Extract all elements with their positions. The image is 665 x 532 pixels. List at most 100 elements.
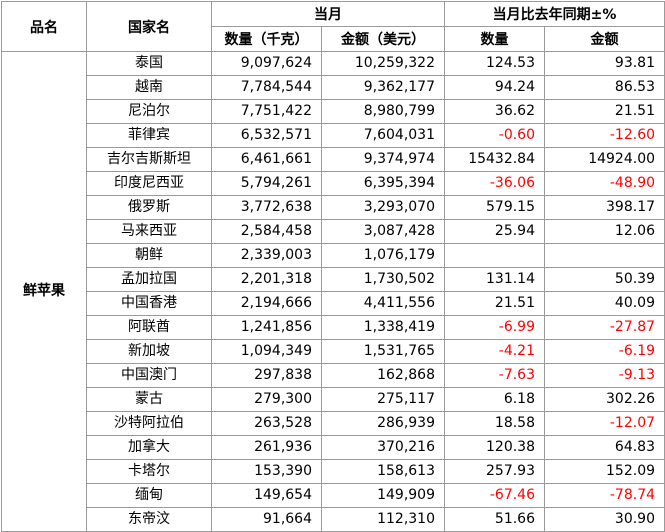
yoy-qty-cell: -7.63 <box>444 363 545 388</box>
qty-cell: 2,194,666 <box>211 291 322 316</box>
amount-cell: 1,338,419 <box>321 315 445 340</box>
table-row: 阿联酋 1,241,856 1,338,419 -6.99 -27.87 <box>2 315 665 340</box>
yoy-amount-cell: -9.13 <box>543 363 665 388</box>
amount-cell: 4,411,556 <box>321 291 445 316</box>
country-cell: 阿联酋 <box>86 315 212 340</box>
qty-cell: 2,201,318 <box>211 267 322 292</box>
table-row: 朝鲜 2,339,003 1,076,179 <box>2 243 665 268</box>
yoy-qty-cell: 124.53 <box>444 51 545 76</box>
amount-cell: 3,293,070 <box>321 195 445 220</box>
table-row: 蒙古 279,300 275,117 6.18 302.26 <box>2 387 665 412</box>
yoy-amount-cell: 30.90 <box>543 507 665 532</box>
yoy-qty-cell: 94.24 <box>444 75 545 100</box>
amount-cell: 370,216 <box>321 435 445 460</box>
table-row: 中国澳门 297,838 162,868 -7.63 -9.13 <box>2 363 665 388</box>
qty-cell: 153,390 <box>211 459 322 484</box>
amount-cell: 1,076,179 <box>321 243 445 268</box>
table-row: 鲜苹果 泰国 9,097,624 10,259,322 124.53 93.81 <box>1 51 665 532</box>
country-cell: 俄罗斯 <box>86 195 212 220</box>
amount-cell: 6,395,394 <box>321 171 445 196</box>
yoy-qty-cell: 21.51 <box>444 291 545 316</box>
amount-cell: 9,362,177 <box>321 75 445 100</box>
amount-cell: 9,374,974 <box>321 147 445 172</box>
amount-cell: 162,868 <box>321 363 445 388</box>
amount-cell: 149,909 <box>321 483 445 508</box>
country-cell: 蒙古 <box>86 387 212 412</box>
table-row: 缅甸 149,654 149,909 -67.46 -78.74 <box>2 483 665 508</box>
qty-cell: 261,936 <box>211 435 322 460</box>
qty-cell: 5,794,261 <box>211 171 322 196</box>
qty-cell: 1,241,856 <box>211 315 322 340</box>
qty-cell: 279,300 <box>211 387 322 412</box>
table-row: 卡塔尔 153,390 158,613 257.93 152.09 <box>2 459 665 484</box>
yoy-amount-cell: 21.51 <box>543 99 665 124</box>
country-cell: 中国澳门 <box>86 363 212 388</box>
category-cell: 鲜苹果 <box>1 51 87 532</box>
yoy-qty-cell: 579.15 <box>444 195 545 220</box>
yoy-amount-cell: 86.53 <box>543 75 665 100</box>
amount-cell: 10,259,322 <box>321 51 445 76</box>
table-row: 中国香港 2,194,666 4,411,556 21.51 40.09 <box>2 291 665 316</box>
table-row: 沙特阿拉伯 263,528 286,939 18.58 -12.07 <box>2 411 665 436</box>
yoy-amount-cell: -48.90 <box>543 171 665 196</box>
country-cell: 菲律宾 <box>86 123 212 148</box>
yoy-qty-cell: -0.60 <box>444 123 545 148</box>
table-row: 印度尼西亚 5,794,261 6,395,394 -36.06 -48.90 <box>2 171 665 196</box>
yoy-amount-cell: 302.26 <box>543 387 665 412</box>
qty-cell: 7,751,422 <box>211 99 322 124</box>
qty-cell: 1,094,349 <box>211 339 322 364</box>
country-cell: 沙特阿拉伯 <box>86 411 212 436</box>
amount-cell: 1,531,765 <box>321 339 445 364</box>
table-row: 俄罗斯 3,772,638 3,293,070 579.15 398.17 <box>2 195 665 220</box>
table-row: 吉尔吉斯斯坦 6,461,661 9,374,974 15432.84 14924.00 <box>2 147 665 172</box>
yoy-qty-cell <box>444 243 545 268</box>
yoy-amount-cell: 12.06 <box>543 219 665 244</box>
yoy-amount-cell: 398.17 <box>543 195 665 220</box>
yoy-qty-cell: 15432.84 <box>444 147 545 172</box>
header-row-top: 品名 国家名 当月 当月比去年同期±% <box>1 1 665 52</box>
table-body: 鲜苹果 泰国 9,097,624 10,259,322 124.53 93.81 越南 7,7… <box>1 51 665 532</box>
header-yoy-qty: 数量 <box>444 26 545 52</box>
country-cell: 卡塔尔 <box>86 459 212 484</box>
country-cell: 吉尔吉斯斯坦 <box>86 147 212 172</box>
yoy-qty-cell: 131.14 <box>444 267 545 292</box>
qty-cell: 6,532,571 <box>211 123 322 148</box>
header-row-sub: 数量（千克） 金额（美元） 数量 金额 <box>2 26 665 52</box>
yoy-qty-cell: 18.58 <box>444 411 545 436</box>
yoy-qty-cell: -6.99 <box>444 315 545 340</box>
amount-cell: 286,939 <box>321 411 445 436</box>
table-row: 东帝汶 91,664 112,310 51.66 30.90 <box>2 507 665 532</box>
yoy-qty-cell: 6.18 <box>444 387 545 412</box>
qty-cell: 9,097,624 <box>211 51 322 76</box>
header-amount: 金额（美元） <box>321 26 445 52</box>
qty-cell: 91,664 <box>211 507 322 532</box>
country-cell: 新加坡 <box>86 339 212 364</box>
country-cell: 尼泊尔 <box>86 99 212 124</box>
country-cell: 朝鲜 <box>86 243 212 268</box>
header-qty: 数量（千克） <box>211 26 322 52</box>
yoy-qty-cell: 51.66 <box>444 507 545 532</box>
country-cell: 缅甸 <box>86 483 212 508</box>
header-category: 品名 <box>1 1 87 52</box>
yoy-qty-cell: 120.38 <box>444 435 545 460</box>
qty-cell: 7,784,544 <box>211 75 322 100</box>
yoy-amount-cell: 93.81 <box>543 51 665 76</box>
country-cell: 马来西亚 <box>86 219 212 244</box>
yoy-qty-cell: 257.93 <box>444 459 545 484</box>
yoy-qty-cell: -4.21 <box>444 339 545 364</box>
table-row: 孟加拉国 2,201,318 1,730,502 131.14 50.39 <box>2 267 665 292</box>
country-cell: 泰国 <box>86 51 212 76</box>
yoy-amount-cell <box>543 243 665 268</box>
amount-cell: 112,310 <box>321 507 445 532</box>
yoy-qty-cell: 36.62 <box>444 99 545 124</box>
qty-cell: 3,772,638 <box>211 195 322 220</box>
header-yoy-amount: 金额 <box>543 26 665 52</box>
table-row: 尼泊尔 7,751,422 8,980,799 36.62 21.51 <box>2 99 665 124</box>
qty-cell: 149,654 <box>211 483 322 508</box>
country-cell: 加拿大 <box>86 435 212 460</box>
yoy-amount-cell: 152.09 <box>543 459 665 484</box>
country-cell: 东帝汶 <box>86 507 212 532</box>
qty-cell: 297,838 <box>211 363 322 388</box>
qty-cell: 2,584,458 <box>211 219 322 244</box>
